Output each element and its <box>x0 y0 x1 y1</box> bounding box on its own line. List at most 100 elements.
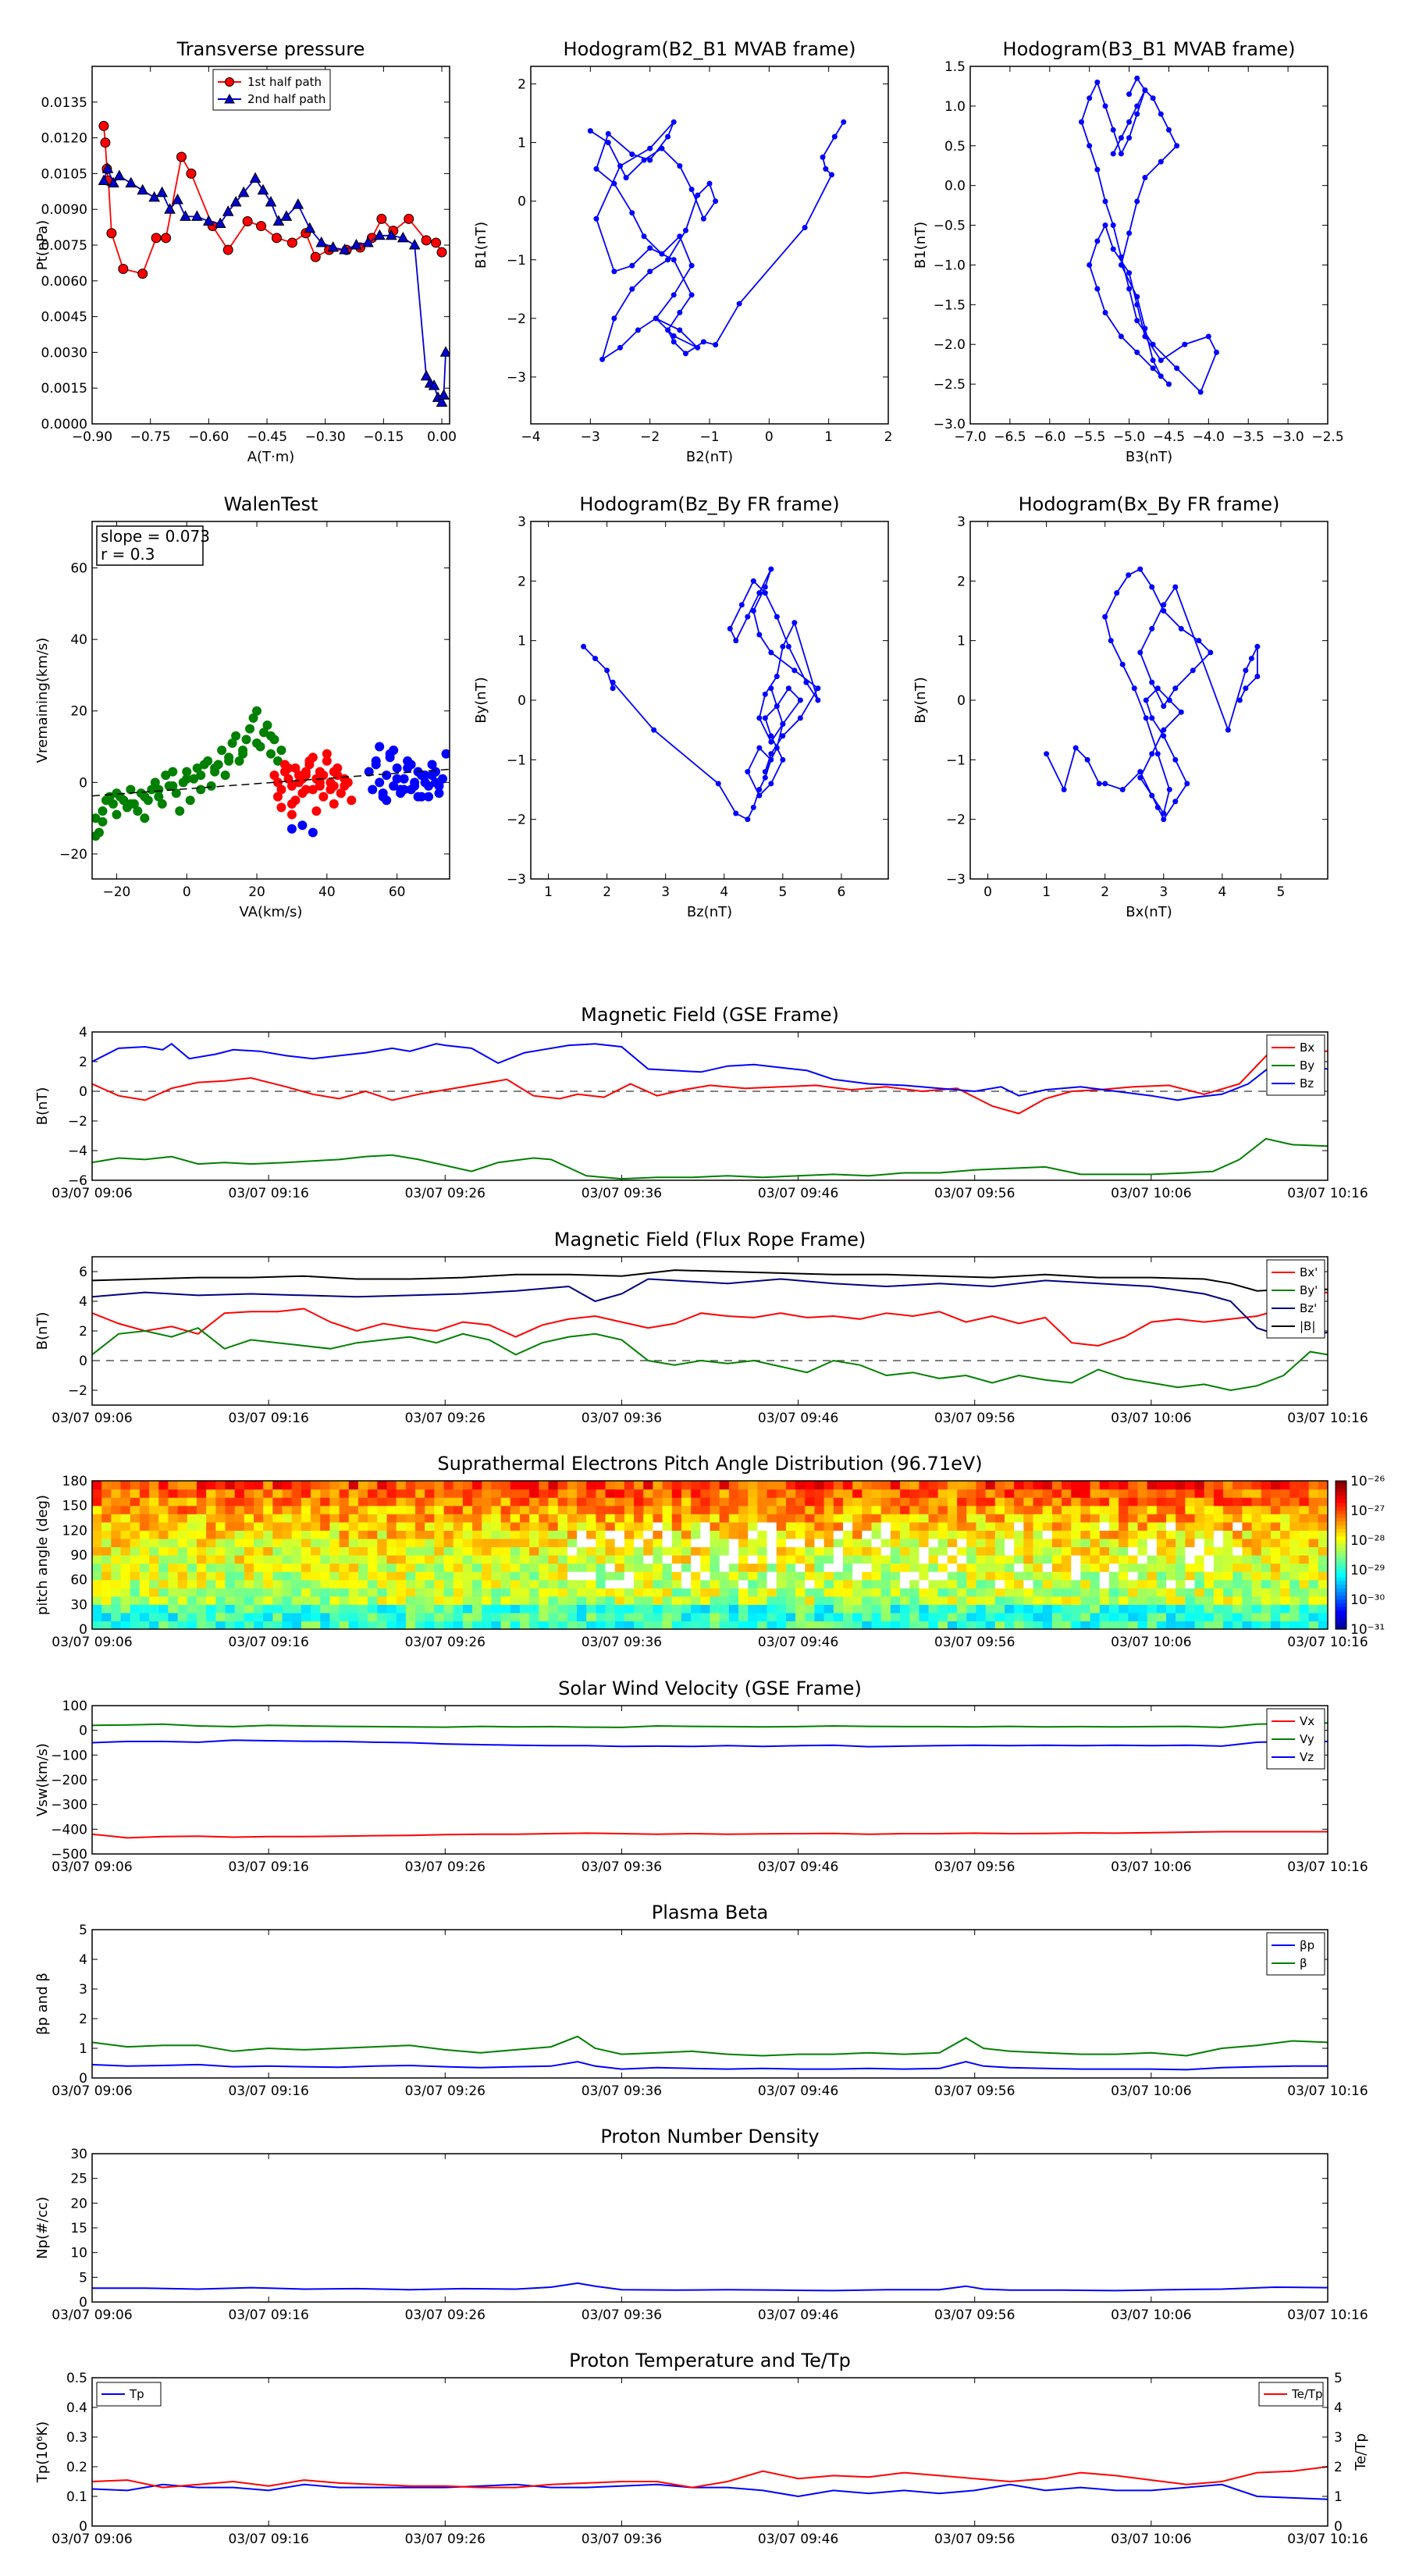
heatmap-cell <box>823 1621 834 1629</box>
heatmap-cell <box>596 1538 606 1548</box>
heatmap-cell <box>1165 1612 1176 1622</box>
heatmap-cell <box>282 1621 293 1629</box>
heatmap-cell <box>1270 1538 1281 1548</box>
heatmap-cell <box>757 1563 768 1572</box>
heatmap-cell <box>1062 1514 1072 1523</box>
heatmap-cell <box>462 1555 473 1564</box>
heatmap-cell <box>624 1521 635 1531</box>
heatmap-cell <box>177 1538 188 1548</box>
y-tick-label: 0 <box>957 693 966 709</box>
heatmap-cell <box>177 1555 188 1564</box>
heatmap-cell <box>1033 1588 1044 1597</box>
y-tick-label: 0.0135 <box>41 95 87 111</box>
scatter-point <box>210 763 220 774</box>
scatter-point <box>272 777 283 788</box>
heatmap-cell <box>386 1497 397 1507</box>
heatmap-cell <box>577 1530 587 1539</box>
heatmap-cell <box>1299 1538 1310 1548</box>
heatmap-cell <box>681 1481 692 1490</box>
heatmap-cell <box>510 1489 521 1498</box>
heatmap-cell <box>785 1546 796 1556</box>
x-tick-label: 20 <box>248 884 265 900</box>
heatmap-cell <box>1204 1588 1215 1597</box>
heatmap-cell <box>158 1612 169 1622</box>
heatmap-cell <box>1270 1514 1281 1523</box>
heatmap-cell <box>957 1621 967 1629</box>
heatmap-cell <box>1194 1604 1205 1614</box>
heatmap-cell <box>586 1563 596 1572</box>
colorbar-segment <box>1336 1510 1346 1515</box>
heatmap-cell <box>795 1571 806 1581</box>
heatmap-cell <box>386 1514 397 1523</box>
heatmap-cell <box>472 1588 482 1597</box>
heatmap-cell <box>234 1612 245 1622</box>
heatmap-cell <box>272 1530 283 1539</box>
heatmap-cell <box>215 1489 226 1498</box>
heatmap-cell <box>282 1612 293 1622</box>
heatmap-cell <box>215 1497 226 1507</box>
heatmap-cell <box>1308 1612 1319 1622</box>
scatter-point <box>175 806 185 816</box>
scatter-point <box>245 724 255 734</box>
x-tick-label: −6.0 <box>1033 429 1065 445</box>
data-point <box>695 192 701 198</box>
heatmap-cell <box>776 1514 787 1523</box>
x-tick-label: 03/07 09:16 <box>228 1411 308 1426</box>
heatmap-cell <box>596 1521 606 1531</box>
heatmap-cell <box>947 1579 958 1589</box>
heatmap-cell <box>1042 1530 1053 1539</box>
heatmap-cell <box>301 1505 311 1514</box>
heatmap-cell <box>1128 1588 1139 1597</box>
heatmap-cell <box>767 1546 777 1556</box>
heatmap-cell <box>919 1521 930 1531</box>
heatmap-cell <box>643 1579 654 1589</box>
heatmap-cell <box>491 1538 502 1548</box>
heatmap-cell <box>719 1489 730 1498</box>
heatmap-cell <box>1119 1621 1129 1629</box>
heatmap-cell <box>1213 1563 1224 1572</box>
heatmap-cell <box>225 1546 236 1556</box>
heatmap-cell <box>92 1555 102 1564</box>
y-right-tick-label: 5 <box>1334 2371 1343 2386</box>
heatmap-cell <box>139 1621 150 1629</box>
heatmap-cell <box>396 1621 407 1629</box>
heatmap-cell <box>671 1538 682 1548</box>
heatmap-cell <box>947 1621 958 1629</box>
heatmap-cell <box>377 1489 388 1498</box>
heatmap-cell <box>101 1579 112 1589</box>
y-tick-label: 2 <box>518 77 526 93</box>
y-tick-label: 0.3 <box>66 2430 87 2446</box>
heatmap-cell <box>158 1481 169 1490</box>
x-tick-label: −4 <box>521 429 540 445</box>
scatter-point <box>322 756 332 766</box>
heatmap-cell <box>263 1538 273 1548</box>
heatmap-cell <box>329 1612 340 1622</box>
heatmap-cell <box>643 1489 654 1498</box>
heatmap-cell <box>710 1579 720 1589</box>
heatmap-cell <box>434 1489 445 1498</box>
heatmap-cell <box>329 1546 340 1556</box>
heatmap-cell <box>614 1546 625 1556</box>
x-tick-label: 03/07 09:56 <box>934 2532 1015 2547</box>
heatmap-cell <box>462 1604 473 1614</box>
heatmap-cell <box>434 1571 445 1581</box>
heatmap-cell <box>1176 1621 1186 1629</box>
heatmap-cell <box>691 1521 701 1531</box>
data-point <box>587 128 593 134</box>
data-point <box>176 151 187 162</box>
heatmap-cell <box>919 1546 930 1556</box>
heatmap-cell <box>776 1505 787 1514</box>
heatmap-cell <box>482 1621 493 1629</box>
x-axis-label: B2(nT) <box>686 449 733 465</box>
data-point <box>768 685 774 692</box>
heatmap-cell <box>653 1588 663 1597</box>
heatmap-cell <box>624 1514 635 1523</box>
heatmap-cell <box>282 1571 293 1581</box>
y-tick-label: 2 <box>79 1324 87 1340</box>
heatmap-cell <box>653 1521 663 1531</box>
heatmap-cell <box>928 1579 939 1589</box>
heatmap-cell <box>539 1489 550 1498</box>
heatmap-cell <box>728 1514 739 1523</box>
legend-label: By' <box>1300 1283 1318 1297</box>
heatmap-cell <box>311 1579 321 1589</box>
